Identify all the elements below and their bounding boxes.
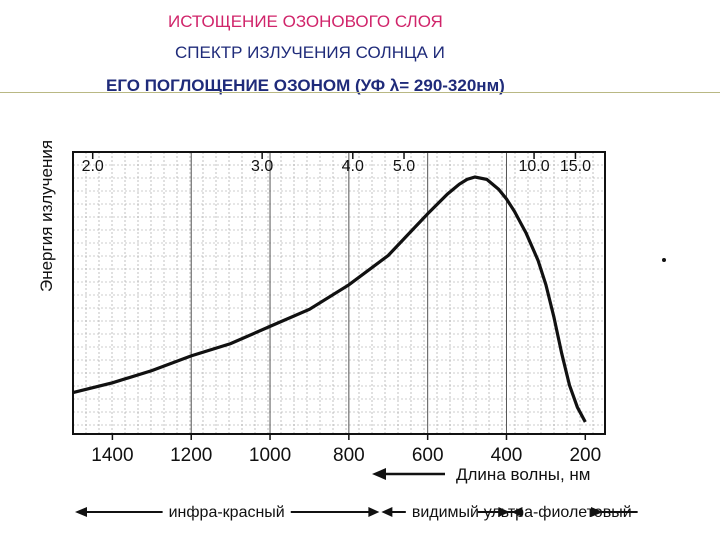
x-axis-arrow: [372, 468, 445, 480]
top-tick-label: 10.0: [518, 158, 549, 175]
x-axis-label: Длина волны, нм: [456, 465, 590, 484]
region-label: инфра-красный: [169, 504, 285, 521]
title-line-1: ИСТОЩЕНИЕ ОЗОНОВОГО СЛОЯ: [168, 12, 443, 31]
spectrum-curve: [72, 175, 587, 423]
bottom-tick-label: 1000: [249, 445, 291, 466]
region-arrow: [591, 507, 603, 517]
bottom-tick-label: 800: [333, 445, 365, 466]
bottom-axis-ticks: 1400 1200 1000 800 600 400 200: [91, 434, 601, 466]
region-arrow: [511, 507, 523, 517]
region-label: видимый: [412, 504, 479, 521]
bottom-tick-label: 400: [491, 445, 523, 466]
title-divider: [0, 92, 720, 93]
title-line-3: ЕГО ПОГЛОЩЕНИЕ ОЗОНОМ (УФ λ= 290-320нм): [106, 76, 505, 95]
spectral-regions: инфра-красный видимый ультра-фиолетовый: [75, 504, 638, 521]
top-axis-ticks: 2.0 3.0 4.0 5.0 10.0 15.0: [82, 152, 591, 175]
top-tick-label: 4.0: [342, 158, 364, 175]
bullet-dot: [662, 258, 666, 262]
y-axis-label: Энергия излучения: [37, 140, 56, 292]
chart-grid: [73, 152, 605, 434]
top-tick-label: 3.0: [251, 158, 273, 175]
bottom-tick-label: 1200: [170, 445, 212, 466]
plot-frame: [72, 151, 606, 435]
top-tick-label: 2.0: [82, 158, 104, 175]
bottom-tick-label: 600: [412, 445, 444, 466]
region-arrow: [368, 507, 380, 517]
top-tick-label: 15.0: [560, 158, 591, 175]
title-line-2: СПЕКТР ИЗЛУЧЕНИЯ СОЛНЦА И: [175, 43, 445, 62]
top-tick-label: 5.0: [393, 158, 415, 175]
bottom-tick-label: 1400: [91, 445, 133, 466]
bottom-tick-label: 200: [569, 445, 601, 466]
region-label: ультра-фиолетовый: [484, 504, 632, 521]
